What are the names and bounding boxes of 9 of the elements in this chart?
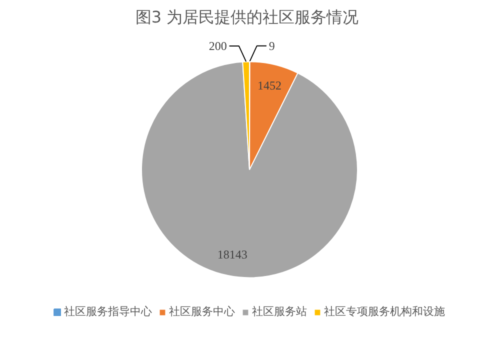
- legend-label: 社区服务指导中心: [64, 304, 152, 319]
- data-label: 1452: [257, 78, 282, 93]
- data-label: 200: [208, 38, 227, 53]
- data-label: 18143: [217, 247, 248, 262]
- chart-title: 图3 为居民提供的社区服务情况: [135, 8, 359, 26]
- legend-label: 社区服务站: [252, 304, 307, 319]
- legend-label: 社区服务中心: [169, 304, 235, 319]
- legend-label: 社区专项服务机构和设施: [324, 304, 445, 319]
- data-label: 9: [268, 38, 275, 53]
